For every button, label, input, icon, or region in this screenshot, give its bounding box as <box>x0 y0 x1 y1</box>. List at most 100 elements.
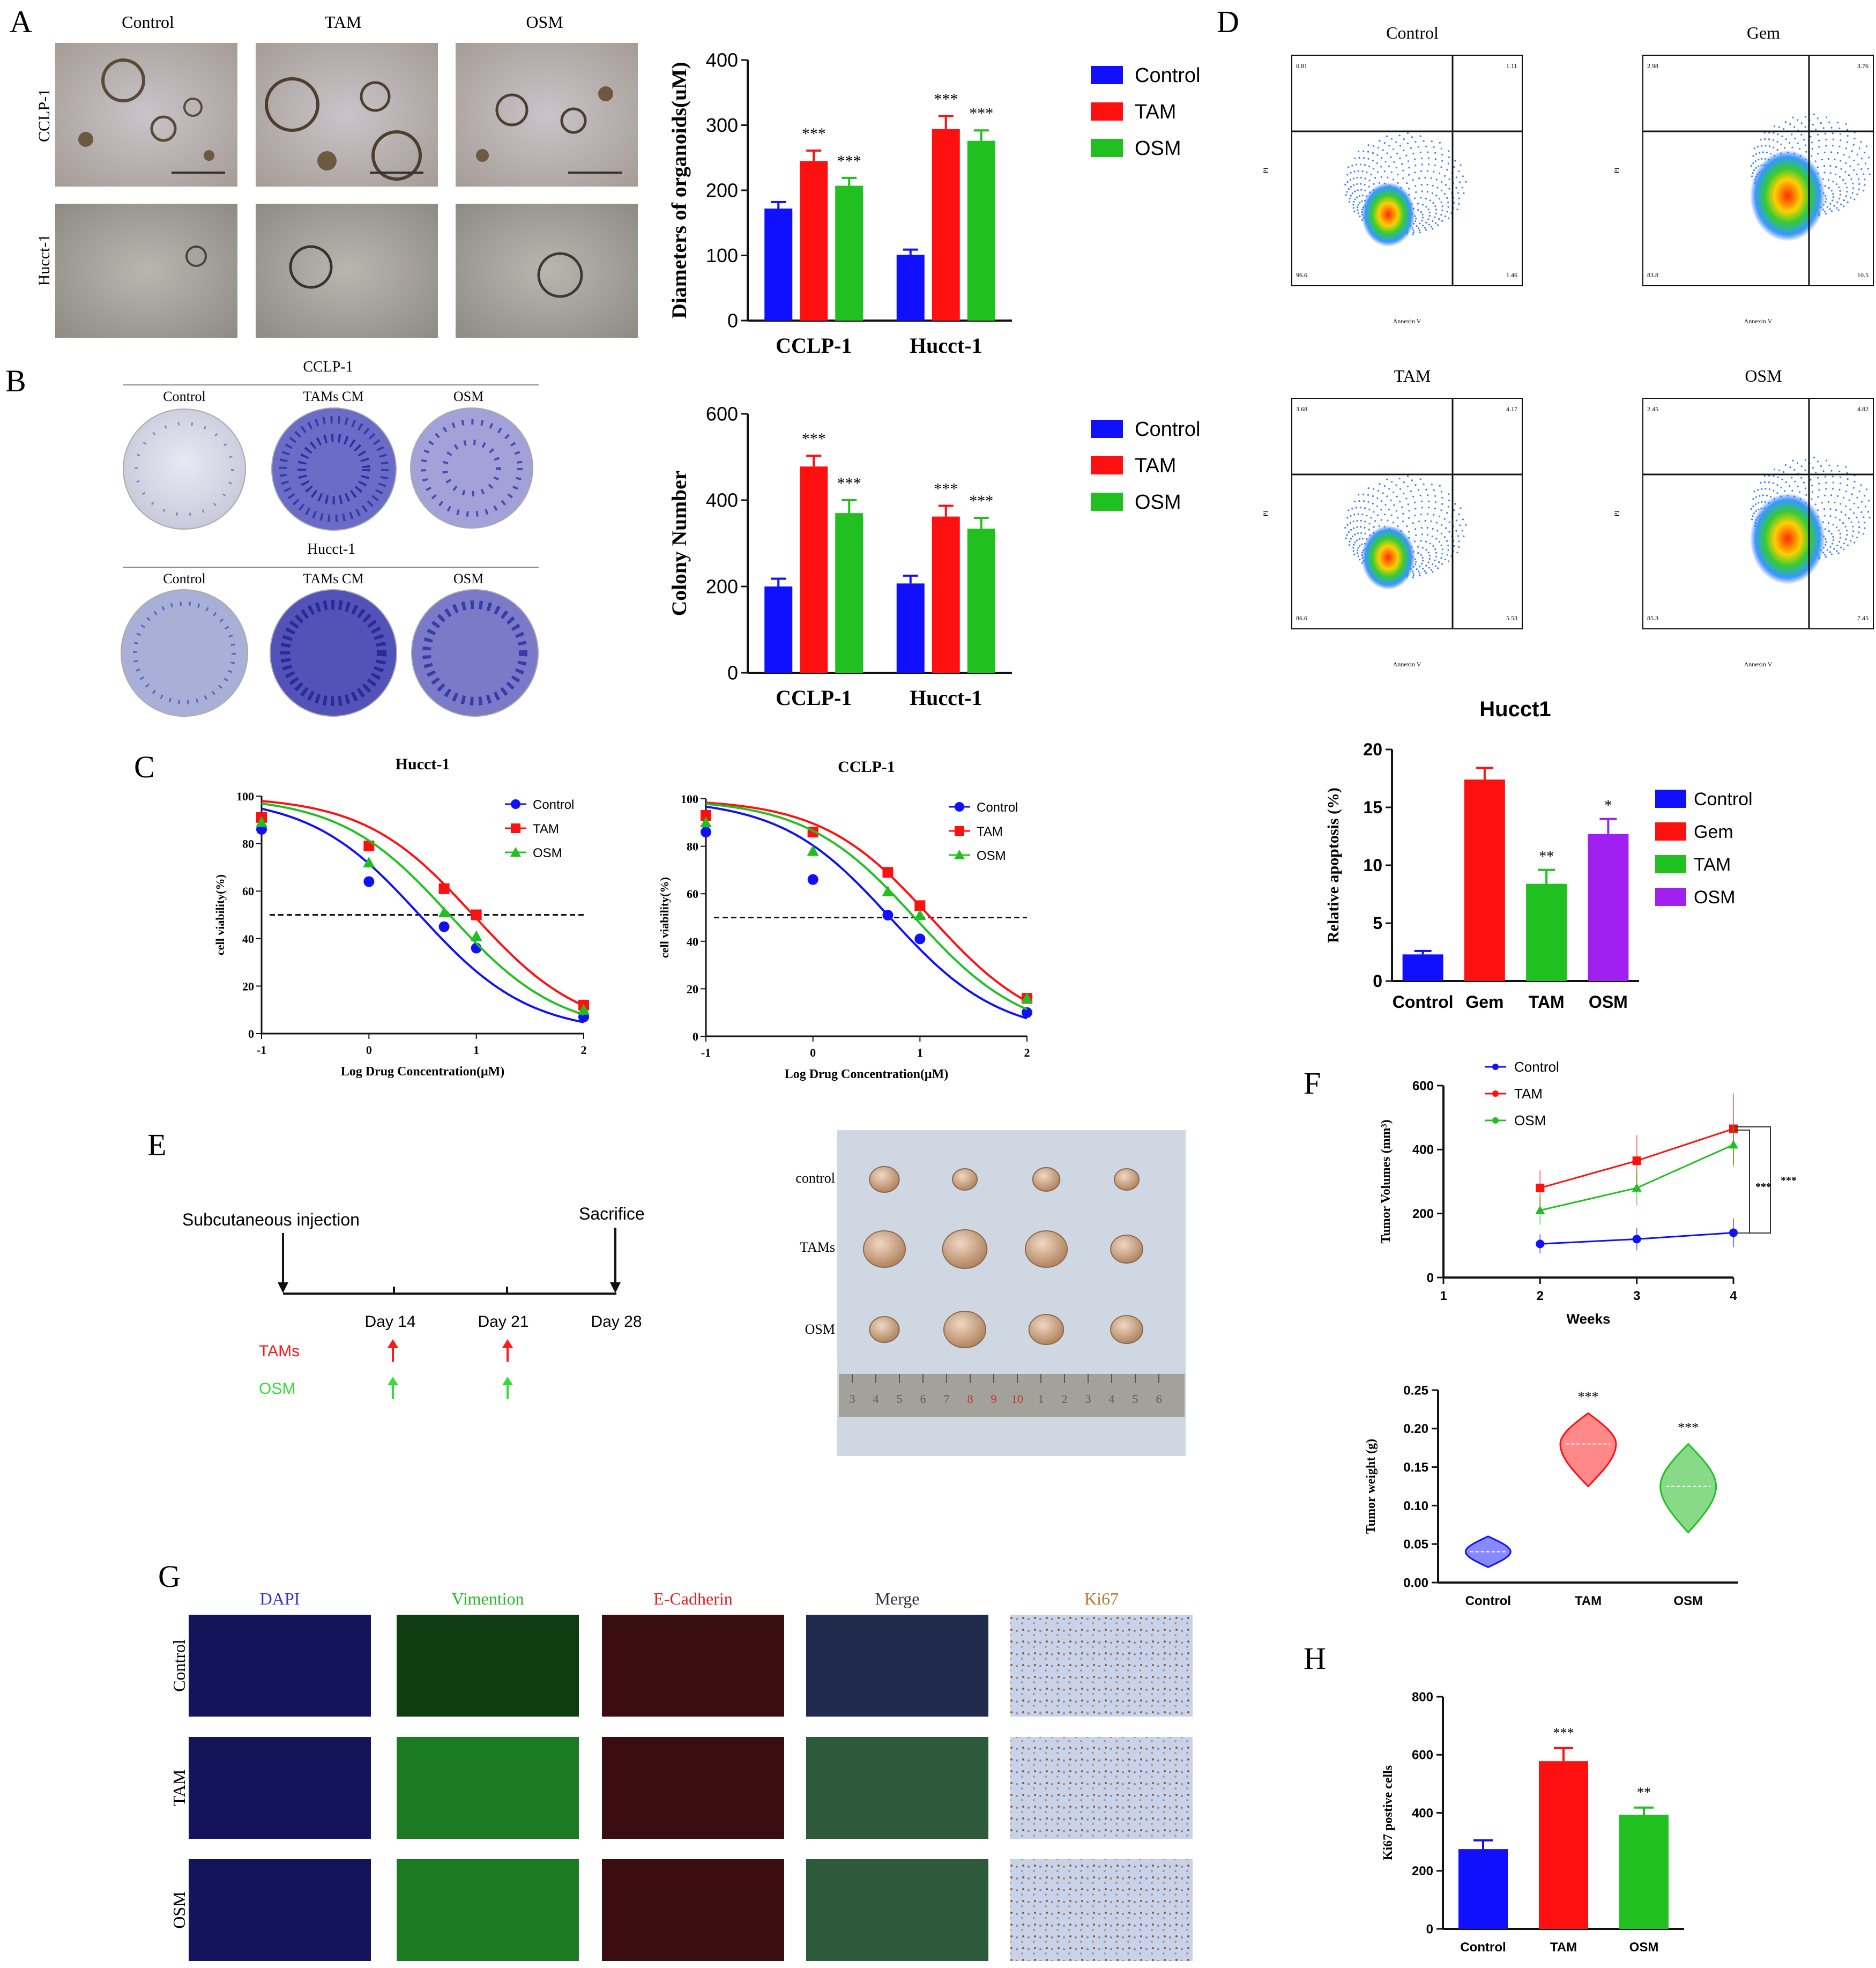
event-dot <box>1867 511 1869 513</box>
event-dot <box>1441 524 1443 526</box>
event-dot <box>1349 540 1351 543</box>
event-dot <box>1382 149 1384 151</box>
flow-plot-title: TAM <box>1394 366 1431 385</box>
legend-label: TAM <box>1135 455 1176 477</box>
event-dot <box>1403 149 1405 152</box>
x-tick-label: Hucct-1 <box>910 686 982 710</box>
y-tick-label: 100 <box>681 792 698 806</box>
event-dot <box>1778 469 1780 472</box>
event-dot <box>1822 127 1825 129</box>
legend-label: Gem <box>1694 822 1733 842</box>
event-dot <box>1395 167 1397 169</box>
y-axis-label: Diameters of organoids(uM) <box>667 62 691 318</box>
event-dot <box>1817 166 1819 168</box>
event-dot <box>1420 500 1423 502</box>
event-dot <box>1843 548 1845 551</box>
event-dot <box>1460 164 1462 166</box>
event-dot <box>1864 522 1866 524</box>
arrow-up-red-icon <box>388 1339 398 1362</box>
event-dot <box>1868 516 1871 518</box>
event-dot <box>1354 541 1356 544</box>
event-dot <box>1415 528 1417 530</box>
event-dot <box>1463 192 1465 194</box>
event-dot <box>1358 157 1360 159</box>
event-dot <box>1824 132 1826 135</box>
event-dot <box>1358 150 1360 153</box>
y-tick-label: 80 <box>687 840 698 853</box>
fit-curve <box>261 800 584 1007</box>
event-dot <box>1393 161 1395 163</box>
ruler-number: 5 <box>897 1392 903 1406</box>
event-dot <box>1354 157 1356 160</box>
event-dot <box>1843 496 1845 499</box>
event-dot <box>1791 489 1793 492</box>
event-dot <box>1429 199 1431 202</box>
event-dot <box>1416 225 1418 227</box>
event-dot <box>1408 167 1410 169</box>
significance-label: *** <box>934 90 958 108</box>
significance-label: *** <box>837 152 861 170</box>
y-tick-label: 0 <box>248 1027 254 1041</box>
fluorescence-tile-image <box>602 1615 784 1717</box>
event-dot <box>1769 153 1772 155</box>
flow-x-label: Annexin V <box>1744 660 1773 668</box>
event-dot <box>1832 488 1834 490</box>
event-dot <box>1845 195 1847 197</box>
event-dot <box>1412 576 1414 578</box>
event-dot <box>1830 210 1833 212</box>
event-dot <box>1765 145 1767 147</box>
event-dot <box>1438 198 1440 200</box>
col-label: TAMs CM <box>303 389 364 404</box>
event-dot <box>1376 162 1378 164</box>
event-dot <box>1428 567 1430 569</box>
event-dot <box>1373 183 1375 185</box>
tumor-specimen <box>1110 1235 1143 1264</box>
quadrant-value: 86.6 <box>1296 614 1307 622</box>
event-dot <box>1846 472 1848 474</box>
event-dot <box>1430 226 1432 228</box>
event-dot <box>1751 175 1753 177</box>
event-dot <box>1438 561 1440 563</box>
event-dot <box>1350 538 1352 540</box>
event-dot <box>1419 135 1421 137</box>
event-dot <box>1844 162 1847 164</box>
event-dot <box>1443 175 1446 177</box>
data-point <box>256 816 267 827</box>
y-tick-label: 0 <box>727 310 738 332</box>
event-dot <box>1397 174 1399 176</box>
event-dot <box>1844 525 1847 528</box>
flow-y-label: PI <box>1262 511 1269 517</box>
event-dot <box>1752 515 1754 517</box>
legend-label: TAM <box>1514 1086 1543 1102</box>
event-dot <box>1357 170 1359 172</box>
event-dot <box>1358 500 1360 502</box>
column-label: Merge <box>875 1589 920 1608</box>
event-dot <box>1345 194 1347 196</box>
event-dot <box>1462 518 1464 521</box>
event-dot <box>1773 132 1775 134</box>
fluorescence-tile-image <box>602 1859 784 1961</box>
event-dot <box>1840 546 1842 548</box>
event-dot <box>1843 153 1845 155</box>
bar <box>764 209 793 321</box>
flow-y-label: PI <box>1262 168 1269 174</box>
event-dot <box>1433 170 1435 173</box>
event-dot <box>1448 531 1450 533</box>
chart-title: Hucct-1 <box>396 755 450 773</box>
event-dot <box>1387 519 1389 522</box>
event-dot <box>1372 152 1374 154</box>
legend-label: TAM <box>1694 855 1731 875</box>
event-dot <box>1752 505 1754 508</box>
x-tick-label: TAM <box>1575 1594 1602 1608</box>
event-dot <box>1393 148 1395 150</box>
ihc-tile-image <box>1010 1737 1193 1839</box>
event-dot <box>1444 559 1447 561</box>
event-dot <box>1368 185 1370 188</box>
colony-dish-cclp1-tams-cm <box>271 407 397 531</box>
event-dot <box>1865 488 1868 491</box>
event-dot <box>1846 534 1848 536</box>
event-dot <box>1751 518 1753 521</box>
ruler-number: 1 <box>1038 1392 1044 1406</box>
event-dot <box>1852 487 1855 489</box>
